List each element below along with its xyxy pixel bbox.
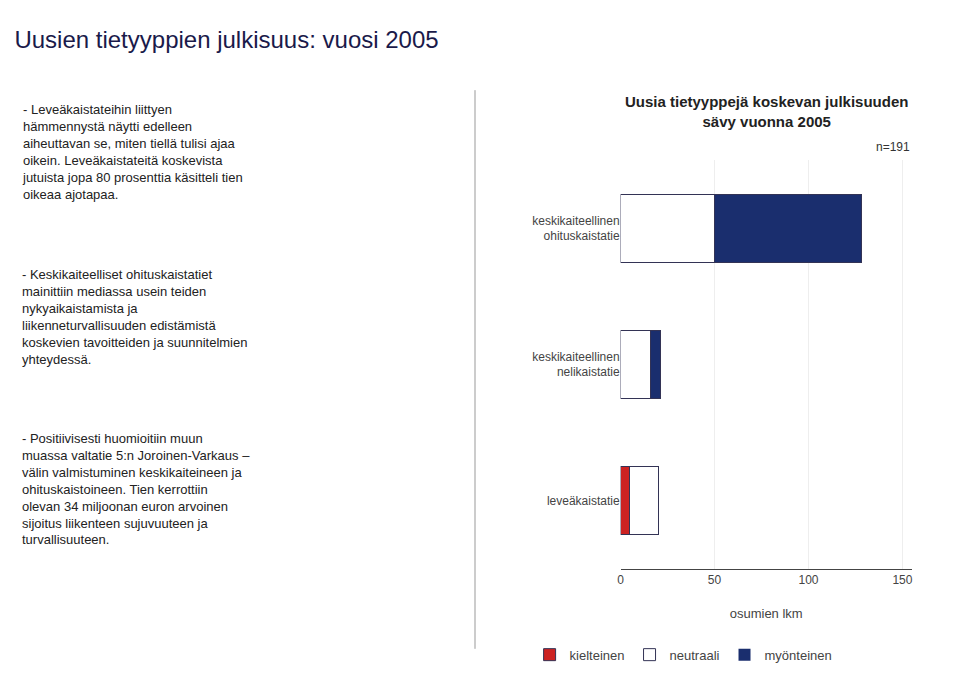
svg-text:Uusien tietyyppien julkisuus:: Uusien tietyyppien julkisuus: vuosi 2005 [14, 26, 438, 53]
svg-text:Uusia tietyyppejä koskevan jul: Uusia tietyyppejä koskevan julkisuudensä… [625, 93, 908, 130]
svg-text:- Keskikaiteelliset ohituskais: - Keskikaiteelliset ohituskaistatietmain… [22, 267, 247, 367]
svg-text:- Leveäkaistateihin liittyenhä: - Leveäkaistateihin liittyenhämmennystä … [22, 102, 243, 202]
svg-text:myönteinen: myönteinen [765, 648, 832, 663]
svg-text:150: 150 [892, 573, 912, 587]
svg-text:neutraali: neutraali [670, 648, 720, 663]
svg-text:- Positiivisesti huomioitiin m: - Positiivisesti huomioitiin muunmuassa … [22, 431, 250, 547]
svg-text:0: 0 [617, 573, 624, 587]
svg-text:n=191: n=191 [876, 140, 910, 154]
svg-text:keskikaiteellinennelikaistatie: keskikaiteellinennelikaistatie [532, 350, 620, 380]
svg-text:leveäkaistatie: leveäkaistatie [547, 494, 620, 508]
svg-text:keskikaiteellinenohituskaistat: keskikaiteellinenohituskaistatie [532, 214, 620, 244]
svg-text:kielteinen: kielteinen [570, 648, 625, 663]
svg-text:50: 50 [708, 573, 722, 587]
svg-text:osumien lkm: osumien lkm [730, 606, 803, 621]
svg-text:100: 100 [798, 573, 818, 587]
